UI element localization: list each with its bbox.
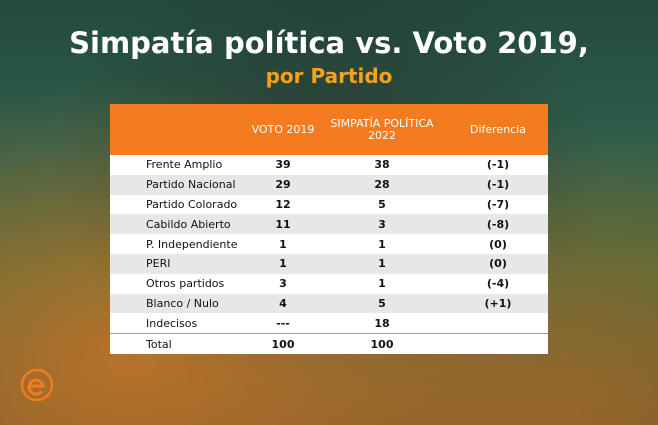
table-row: Otros partidos 3 1 (-4) — [110, 273, 548, 294]
party-name: Indecisos — [146, 316, 198, 330]
party-name: Otros partidos — [146, 277, 225, 291]
table-body: Frente Amplio 39 38 (-1) Partido Nacional 29 2… — [110, 155, 548, 354]
value-cell: 5 — [378, 296, 386, 310]
results-table: VOTO 2019 SIMPATÍA POLÍTICA 2022 Diferenci… — [110, 104, 548, 354]
value-cell: (-1) — [486, 178, 510, 192]
header-row: VOTO 2019 SIMPATÍA POLÍTICA 2022 Diferenci… — [110, 104, 548, 155]
value-cell: 12 — [275, 197, 291, 211]
value-cell: 100 — [370, 337, 394, 351]
value-cell: 39 — [275, 158, 291, 172]
table-row: Partido Nacional 29 28 (-1) — [110, 174, 548, 195]
party-name: Frente Amplio — [146, 158, 223, 172]
value-cell: --- — [276, 316, 290, 330]
value-cell: 1 — [279, 257, 287, 271]
value-cell: (-4) — [486, 277, 510, 291]
value-cell: 4 — [279, 296, 287, 310]
value-cell: (-8) — [486, 217, 510, 231]
value-cell: 3 — [378, 217, 386, 231]
subtitle: por Partido — [265, 64, 393, 88]
value-cell: (+1) — [484, 296, 512, 310]
table-row: Total 100 100 — [110, 333, 548, 354]
column-header: VOTO 2019 — [250, 104, 316, 155]
table-row: P. Independiente 1 1 (0) — [110, 234, 548, 254]
table-row: Cabildo Abierto 11 3 (-8) — [110, 214, 548, 235]
logo — [20, 368, 54, 402]
party-name: Blanco / Nulo — [146, 296, 219, 310]
value-cell: 5 — [378, 197, 386, 211]
column-header: SIMPATÍA POLÍTICA 2022 — [316, 104, 448, 155]
party-name: Total — [146, 337, 172, 351]
party-name: Cabildo Abierto — [146, 217, 231, 231]
value-cell: 29 — [275, 178, 291, 192]
table-row: Blanco / Nulo 4 5 (+1) — [110, 293, 548, 314]
table-row: Indecisos --- 18 — [110, 313, 548, 334]
party-name: Partido Colorado — [146, 197, 238, 211]
value-cell: 28 — [374, 178, 390, 192]
value-cell: 1 — [279, 237, 287, 251]
table-row: PERI 1 1 (0) — [110, 253, 548, 274]
column-header: Diferencia — [448, 104, 548, 155]
table-row: Partido Colorado 12 5 (-7) — [110, 194, 548, 215]
value-cell: 3 — [279, 277, 287, 291]
value-cell: 1 — [378, 257, 386, 271]
value-cell: 100 — [271, 337, 295, 351]
value-cell: 1 — [378, 237, 386, 251]
table-row: Frente Amplio 39 38 (-1) — [110, 155, 548, 175]
value-cell — [448, 334, 548, 354]
value-cell: (-7) — [486, 197, 510, 211]
value-cell: (-1) — [486, 158, 510, 172]
value-cell: (0) — [489, 257, 507, 271]
value-cell: 38 — [374, 158, 390, 172]
value-cell: 18 — [374, 316, 390, 330]
value-cell: 1 — [378, 277, 386, 291]
value-cell: 11 — [275, 217, 291, 231]
header-cell — [110, 104, 250, 155]
party-name: P. Independiente — [146, 237, 238, 251]
value-cell — [448, 313, 548, 333]
title: Simpatía política vs. Voto 2019, — [69, 26, 589, 60]
party-name: Partido Nacional — [146, 178, 236, 192]
party-name: PERI — [146, 257, 171, 271]
value-cell: (0) — [489, 237, 507, 251]
